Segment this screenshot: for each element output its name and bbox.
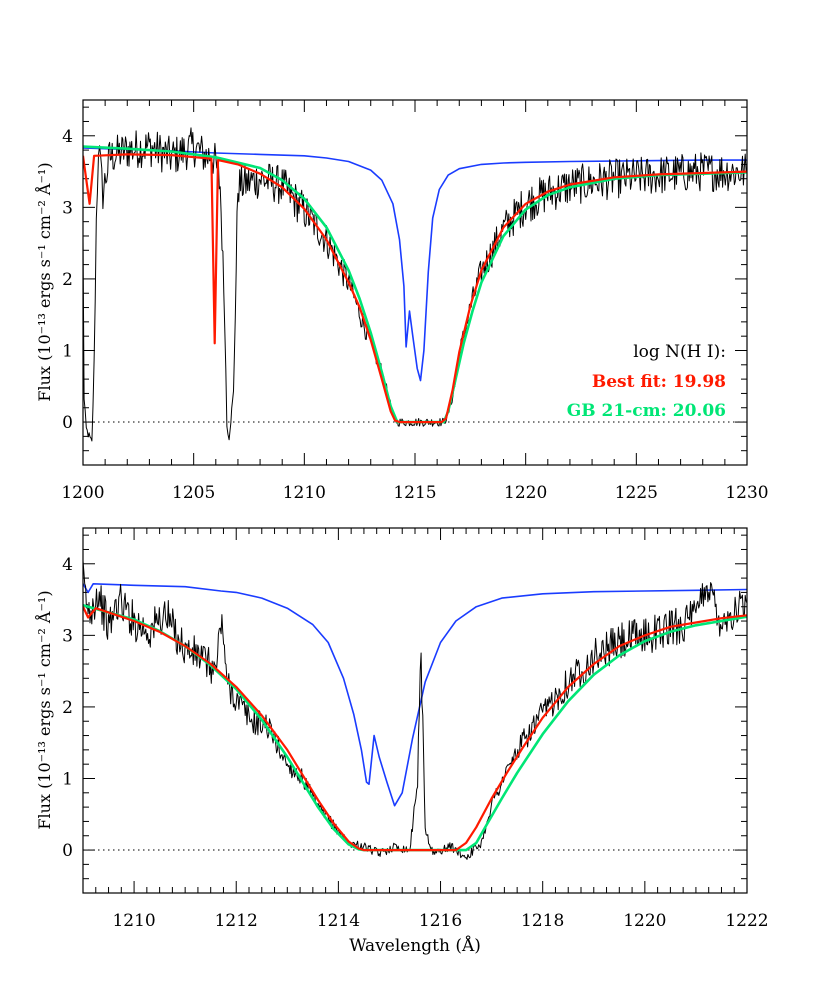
legend-title: log N(H I):: [633, 342, 726, 362]
y-tick-label: 0: [62, 413, 73, 433]
top-y-tick-labels: 0 1 2 3 4: [62, 127, 73, 433]
x-tick-label: 1200: [61, 483, 104, 503]
y-tick-label: 4: [62, 127, 73, 147]
bottom-x-tick-labels: 1210 1212 1214 1216 1218 1220 1222: [112, 911, 768, 931]
y-tick-label: 2: [62, 698, 73, 718]
x-tick-label: 1218: [521, 911, 564, 931]
x-tick-label: 1220: [623, 911, 666, 931]
x-tick-label: 1225: [615, 483, 658, 503]
top-panel-frame: [82, 99, 748, 466]
bottom-panel-series: [83, 560, 747, 860]
legend-gb-21cm: GB 21-cm: 20.06: [567, 401, 726, 421]
legend-best-fit: Best fit: 19.98: [592, 372, 726, 392]
bottom-y-tick-labels: 0 1 2 3 4: [62, 555, 73, 861]
best-fit-series-line: [83, 606, 747, 852]
observed-series-line: [83, 560, 747, 860]
intrinsic-series-line: [83, 583, 747, 807]
bottom-y-axis-label: Flux (10⁻¹³ ergs s⁻¹ cm⁻² Å⁻¹): [34, 590, 54, 829]
top-panel: 1200 1205 1210 1215 1220 1225 1230 0 1 2 3 4 Flux …: [34, 99, 769, 503]
x-tick-label: 1222: [725, 911, 768, 931]
x-axis-label: Wavelength (Å): [349, 935, 481, 956]
x-tick-label: 1214: [317, 911, 360, 931]
x-tick-label: 1216: [419, 911, 462, 931]
y-tick-label: 4: [62, 555, 73, 575]
y-tick-label: 1: [62, 769, 73, 789]
bottom-panel-ticks: [82, 528, 748, 893]
y-tick-label: 0: [62, 841, 73, 861]
top-y-axis-label: Flux (10⁻¹³ ergs s⁻¹ cm⁻² Å⁻¹): [34, 162, 54, 401]
best-fit-series-line: [83, 153, 747, 424]
bottom-panel-frame: [82, 527, 748, 894]
y-tick-label: 2: [62, 270, 73, 290]
x-tick-label: 1220: [504, 483, 547, 503]
y-tick-label: 1: [62, 341, 73, 361]
x-tick-label: 1230: [725, 483, 768, 503]
x-tick-label: 1210: [112, 911, 155, 931]
x-tick-label: 1212: [215, 911, 258, 931]
y-tick-label: 3: [62, 198, 73, 218]
y-tick-label: 3: [62, 626, 73, 646]
x-tick-label: 1215: [393, 483, 436, 503]
top-x-tick-labels: 1200 1205 1210 1215 1220 1225 1230: [61, 483, 768, 503]
x-tick-label: 1210: [283, 483, 326, 503]
top-panel-series: [83, 127, 747, 442]
intrinsic-series-line: [83, 147, 747, 382]
bottom-panel: 1210 1212 1214 1216 1218 1220 1222 0 1 2 3 4 Flux …: [34, 527, 769, 956]
x-tick-label: 1205: [172, 483, 215, 503]
